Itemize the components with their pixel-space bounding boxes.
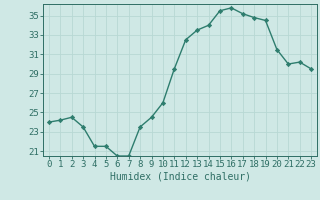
X-axis label: Humidex (Indice chaleur): Humidex (Indice chaleur)	[109, 172, 251, 182]
